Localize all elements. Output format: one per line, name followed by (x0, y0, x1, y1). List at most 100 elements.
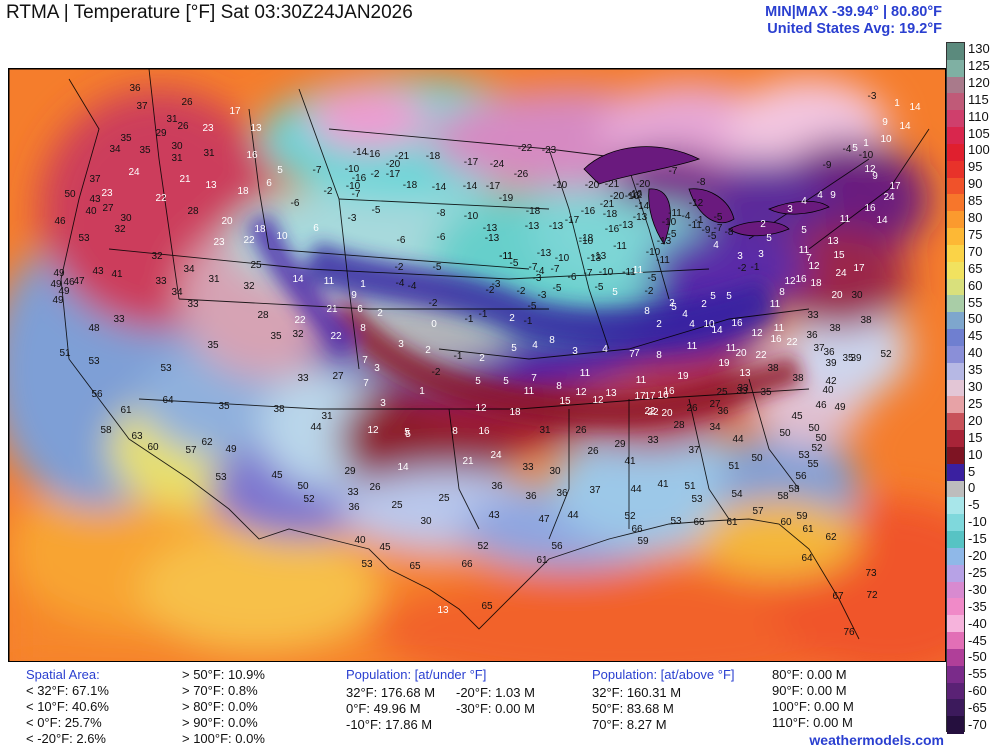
station-temperature: 16 (663, 386, 675, 397)
station-temperature: -5 (668, 229, 677, 240)
colorbar-tick-label: -60 (968, 683, 987, 699)
station-temperature: 43 (89, 194, 101, 205)
station-temperature: 36 (348, 502, 360, 513)
station-temperature: -6 (437, 232, 446, 243)
colorbar-swatch (947, 76, 964, 95)
station-temperature: 35 (120, 133, 132, 144)
station-temperature: 8 (549, 335, 555, 346)
station-temperature: 5 (801, 225, 807, 236)
colorbar-swatch (947, 514, 964, 533)
station-temperature: 36 (556, 488, 568, 499)
credit-link[interactable]: weathermodels.com (809, 732, 944, 748)
station-temperature: -13 (549, 221, 564, 232)
colorbar-swatch (947, 648, 964, 667)
station-temperature: 14 (899, 121, 911, 132)
station-temperature: 29 (155, 128, 167, 139)
colorbar-swatch (947, 110, 964, 129)
stat-line: 32°F: 160.31 M (592, 685, 682, 700)
station-temperature: 2 (425, 345, 431, 356)
station-temperature: -11 (613, 241, 627, 252)
station-temperature: 53 (88, 356, 100, 367)
colorbar-tick-label: 5 (968, 463, 976, 479)
station-temperature: -1 (454, 351, 463, 362)
station-temperature: 24 (883, 192, 895, 203)
station-temperature: -1 (465, 314, 474, 325)
station-temperature: -8 (725, 227, 734, 238)
borders (60, 69, 930, 640)
colorbar-tick-label: -35 (968, 598, 987, 614)
station-temperature: -12 (689, 198, 704, 209)
station-temperature: 22 (294, 315, 306, 326)
station-temperature: -1 (524, 316, 533, 327)
station-temperature: 58 (788, 484, 800, 495)
station-temperature: 34 (109, 144, 121, 155)
station-temperature: 24 (128, 167, 140, 178)
station-temperature: 51 (684, 481, 696, 492)
colorbar-tick-label: -70 (968, 717, 987, 732)
station-temperature: 14 (292, 274, 304, 285)
station-temperature: -4 (396, 278, 405, 289)
station-temperature: 31 (166, 114, 178, 125)
station-temperature: 16 (657, 390, 669, 401)
station-temperature: 8 (644, 306, 650, 317)
station-temperature: 41 (111, 269, 123, 280)
station-temperature: 33 (647, 435, 659, 446)
stat-line: 32°F: 176.68 M (346, 685, 436, 700)
station-temperature: 24 (490, 450, 502, 461)
station-temperature: -20 (386, 159, 401, 170)
station-temperature: -17 (565, 215, 580, 226)
colorbar-tick-label: 125 (968, 57, 990, 73)
colorbar-tick-label: 105 (968, 125, 990, 141)
colorbar-tick-label: -40 (968, 615, 987, 631)
station-temperature: 9 (351, 290, 357, 301)
station-temperature: -11 (656, 255, 670, 266)
station-temperature: -18 (403, 180, 418, 191)
station-temperature: 35 (270, 331, 282, 342)
station-temperature: 1 (863, 138, 869, 149)
station-temperature: 37 (813, 343, 825, 354)
station-temperature: 16 (246, 150, 258, 161)
station-temperature: -2 (324, 186, 333, 197)
colorbar-swatch (947, 228, 964, 247)
station-temperature: 14 (876, 215, 888, 226)
station-temperature: -18 (426, 151, 441, 162)
station-temperature: 14 (711, 325, 723, 336)
station-temperature: -16 (605, 224, 620, 235)
station-temperature: 15 (559, 396, 571, 407)
station-temperature: -7 (714, 223, 723, 234)
station-temperature: 5 (511, 343, 517, 354)
station-temperature: 5 (710, 291, 716, 302)
station-temperature: -23 (542, 145, 557, 156)
station-temperature: 0 (431, 319, 437, 330)
station-temperature: 8 (779, 287, 785, 298)
station-temperature: 66 (461, 559, 473, 570)
station-temperature: -3 (492, 279, 501, 290)
colorbar-tick-label: 95 (968, 159, 983, 175)
station-temperature: 53 (670, 516, 682, 527)
colorbar-swatch (947, 699, 964, 718)
temperature-map[interactable]: 36 37 26 17 31 26 23 13 35 29 30 31 16 34 35 31 5 37 24 21 1… (8, 68, 946, 662)
station-temperature: -18 (603, 209, 618, 220)
station-temperature: -10 (662, 217, 677, 228)
station-temperature: 32 (151, 251, 163, 262)
station-temperature: 53 (361, 559, 373, 570)
colorbar-tick-label: 80 (968, 210, 983, 225)
spatial-area-right-list: > 50°F: 10.9% > 70°F: 0.8% > 80°F: 0.0% > 9… (182, 667, 265, 747)
station-temperature: 2 (760, 219, 766, 230)
station-temperature: 49 (225, 444, 237, 455)
station-temperature: 33 (807, 310, 819, 321)
colorbar-swatch (947, 615, 964, 634)
station-temperature: 5 (726, 291, 732, 302)
colorbar-tick-label: 25 (968, 395, 983, 411)
colorbar-swatch (947, 598, 964, 617)
station-temperature: -13 (592, 251, 607, 262)
colorbar-tick-label: -55 (968, 666, 987, 682)
station-temperature: -14 (432, 182, 447, 193)
colorbar-swatch (947, 43, 964, 61)
colorbar-swatch (947, 547, 964, 566)
station-temperature: 11 (770, 299, 781, 310)
colorbar-tick-label: 45 (968, 328, 983, 344)
station-temperature: -5 (595, 282, 604, 293)
station-temperature: 33 (737, 383, 749, 394)
station-temperature: -3 (868, 91, 877, 102)
